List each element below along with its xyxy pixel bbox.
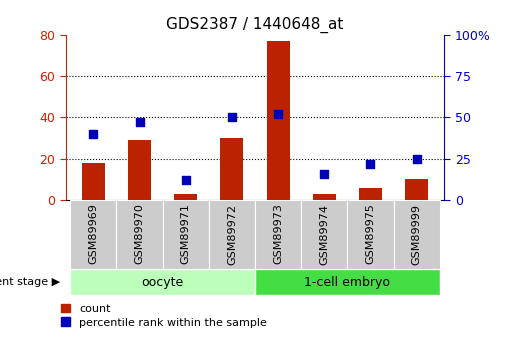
Point <box>89 131 97 137</box>
Bar <box>267 41 290 200</box>
Bar <box>70 269 255 295</box>
Text: GSM89969: GSM89969 <box>88 204 98 264</box>
Text: 1-cell embryo: 1-cell embryo <box>305 276 390 288</box>
Bar <box>347 200 393 269</box>
Bar <box>117 200 163 269</box>
Point <box>367 161 375 166</box>
Text: development stage ▶: development stage ▶ <box>0 277 61 287</box>
Legend: count, percentile rank within the sample: count, percentile rank within the sample <box>61 304 267 327</box>
Text: GSM89975: GSM89975 <box>366 204 376 264</box>
Point <box>274 111 282 117</box>
Bar <box>174 194 197 200</box>
Bar <box>255 200 301 269</box>
Text: GSM89970: GSM89970 <box>134 204 144 264</box>
Bar <box>128 140 151 200</box>
Point <box>320 171 328 176</box>
Bar <box>209 200 255 269</box>
Bar <box>70 200 117 269</box>
Point <box>182 177 190 183</box>
Bar <box>301 200 347 269</box>
Point <box>413 156 421 161</box>
Bar <box>163 200 209 269</box>
Bar <box>220 138 243 200</box>
Bar <box>405 179 428 200</box>
Bar <box>359 188 382 200</box>
Text: GSM89971: GSM89971 <box>181 204 191 264</box>
Title: GDS2387 / 1440648_at: GDS2387 / 1440648_at <box>166 17 344 33</box>
Point <box>228 115 236 120</box>
Text: GSM89974: GSM89974 <box>319 204 329 265</box>
Text: GSM89972: GSM89972 <box>227 204 237 265</box>
Text: GSM89999: GSM89999 <box>412 204 422 265</box>
Bar <box>255 269 440 295</box>
Bar <box>393 200 440 269</box>
Text: GSM89973: GSM89973 <box>273 204 283 264</box>
Bar <box>82 163 105 200</box>
Text: oocyte: oocyte <box>141 276 184 288</box>
Point <box>135 119 143 125</box>
Bar <box>313 194 336 200</box>
